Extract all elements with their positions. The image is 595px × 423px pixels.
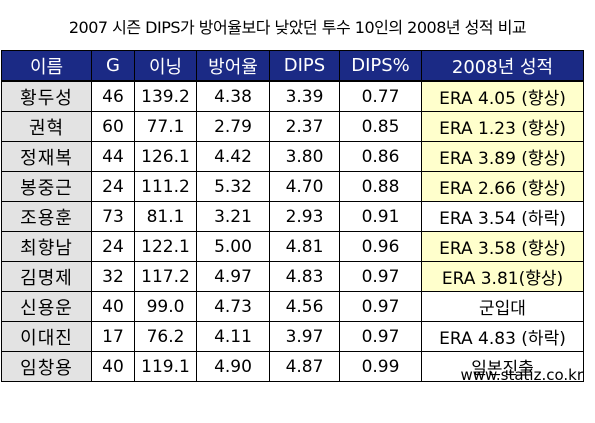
player-name-cell: 이대진 xyxy=(1,321,92,352)
player-name-cell: 신용운 xyxy=(1,291,92,322)
player-name-cell: 조용훈 xyxy=(1,201,92,232)
dips-pct-cell: 0.77 xyxy=(339,80,422,112)
dips-cell: 2.37 xyxy=(269,111,340,142)
era-cell: 4.11 xyxy=(196,321,270,352)
innings-cell: 117.2 xyxy=(134,261,197,292)
innings-cell: 139.2 xyxy=(134,80,197,112)
era-cell: 3.21 xyxy=(196,201,270,232)
innings-cell: 122.1 xyxy=(134,231,197,262)
player-name-cell: 황두성 xyxy=(1,80,92,112)
games-cell: 32 xyxy=(91,261,135,292)
result-2008-cell: ERA 4.05 (향상) xyxy=(421,80,584,112)
dips-pct-cell: 0.97 xyxy=(339,321,422,352)
table-row: 권혁 60 77.1 2.79 2.37 0.85 ERA 1.23 (향상) xyxy=(1,111,584,142)
games-cell: 60 xyxy=(91,111,135,142)
dips-pct-cell: 0.97 xyxy=(339,261,422,292)
era-cell: 5.00 xyxy=(196,231,270,262)
innings-cell: 119.1 xyxy=(134,351,197,382)
era-cell: 5.32 xyxy=(196,171,270,202)
dips-pct-cell: 0.85 xyxy=(339,111,422,142)
era-cell: 4.97 xyxy=(196,261,270,292)
pitcher-stats-table: 이름 G 이닝 방어율 DIPS DIPS% 2008년 성적 황두성 46 139… xyxy=(1,50,584,382)
dips-cell: 4.83 xyxy=(269,261,340,292)
table-row: 최향남 24 122.1 5.00 4.81 0.96 ERA 3.58 (향상) xyxy=(1,231,584,262)
table-row: 신용운 40 99.0 4.73 4.56 0.97 군입대 xyxy=(1,291,584,322)
dips-cell: 4.70 xyxy=(269,171,340,202)
player-name-cell: 봉중근 xyxy=(1,171,92,202)
era-cell: 4.38 xyxy=(196,80,270,112)
era-cell: 4.42 xyxy=(196,141,270,172)
table-row: 이대진 17 76.2 4.11 3.97 0.97 ERA 4.83 (하락) xyxy=(1,321,584,352)
table-header-row: 이름 G 이닝 방어율 DIPS DIPS% 2008년 성적 xyxy=(1,50,584,82)
dips-cell: 2.93 xyxy=(269,201,340,232)
games-cell: 73 xyxy=(91,201,135,232)
dips-cell: 4.81 xyxy=(269,231,340,262)
innings-cell: 76.2 xyxy=(134,321,197,352)
source-credit: www.statiz.co.kr xyxy=(460,366,583,384)
table-row: 정재복 44 126.1 4.42 3.80 0.86 ERA 3.89 (향상) xyxy=(1,141,584,172)
column-header-games: G xyxy=(91,50,135,82)
result-2008-cell: ERA 3.81(향상) xyxy=(421,261,584,292)
dips-pct-cell: 0.91 xyxy=(339,201,422,232)
dips-pct-cell: 0.86 xyxy=(339,141,422,172)
result-2008-cell: ERA 2.66 (향상) xyxy=(421,171,584,202)
dips-cell: 3.80 xyxy=(269,141,340,172)
table-row: 조용훈 73 81.1 3.21 2.93 0.91 ERA 3.54 (하락) xyxy=(1,201,584,232)
table-row: 봉중근 24 111.2 5.32 4.70 0.88 ERA 2.66 (향상) xyxy=(1,171,584,202)
column-header-dips-pct: DIPS% xyxy=(339,50,422,82)
dips-pct-cell: 0.96 xyxy=(339,231,422,262)
innings-cell: 81.1 xyxy=(134,201,197,232)
player-name-cell: 김명제 xyxy=(1,261,92,292)
column-header-2008-result: 2008년 성적 xyxy=(421,50,584,82)
page-title: 2007 시즌 DIPS가 방어율보다 낮았던 투수 10인의 2008년 성적… xyxy=(68,18,527,37)
dips-cell: 4.87 xyxy=(269,351,340,382)
column-header-innings: 이닝 xyxy=(134,50,197,82)
dips-cell: 3.39 xyxy=(269,80,340,112)
dips-cell: 4.56 xyxy=(269,291,340,322)
era-cell: 2.79 xyxy=(196,111,270,142)
games-cell: 46 xyxy=(91,80,135,112)
games-cell: 24 xyxy=(91,171,135,202)
column-header-dips: DIPS xyxy=(269,50,340,82)
games-cell: 24 xyxy=(91,231,135,262)
result-2008-cell: ERA 3.58 (향상) xyxy=(421,231,584,262)
result-2008-cell: 군입대 xyxy=(421,291,584,322)
games-cell: 44 xyxy=(91,141,135,172)
player-name-cell: 임창용 xyxy=(1,351,92,382)
column-header-era: 방어율 xyxy=(196,50,270,82)
innings-cell: 77.1 xyxy=(134,111,197,142)
era-cell: 4.90 xyxy=(196,351,270,382)
player-name-cell: 최향남 xyxy=(1,231,92,262)
games-cell: 40 xyxy=(91,351,135,382)
result-2008-cell: ERA 3.89 (향상) xyxy=(421,141,584,172)
dips-pct-cell: 0.88 xyxy=(339,171,422,202)
table-row: 임창용 40 119.1 4.90 4.87 0.99 일본진출 xyxy=(1,351,584,382)
games-cell: 17 xyxy=(91,321,135,352)
innings-cell: 126.1 xyxy=(134,141,197,172)
result-2008-cell: ERA 4.83 (하락) xyxy=(421,321,584,352)
innings-cell: 99.0 xyxy=(134,291,197,322)
player-name-cell: 정재복 xyxy=(1,141,92,172)
games-cell: 40 xyxy=(91,291,135,322)
table-row: 김명제 32 117.2 4.97 4.83 0.97 ERA 3.81(향상) xyxy=(1,261,584,292)
dips-cell: 3.97 xyxy=(269,321,340,352)
dips-pct-cell: 0.99 xyxy=(339,351,422,382)
era-cell: 4.73 xyxy=(196,291,270,322)
result-2008-cell: 일본진출 xyxy=(421,351,584,382)
dips-pct-cell: 0.97 xyxy=(339,291,422,322)
result-2008-cell: ERA 3.54 (하락) xyxy=(421,201,584,232)
table-row: 황두성 46 139.2 4.38 3.39 0.77 ERA 4.05 (향상) xyxy=(1,80,584,112)
player-name-cell: 권혁 xyxy=(1,111,92,142)
table-body: 황두성 46 139.2 4.38 3.39 0.77 ERA 4.05 (향상) 권혁 60 7… xyxy=(1,80,584,382)
result-2008-cell: ERA 1.23 (향상) xyxy=(421,111,584,142)
innings-cell: 111.2 xyxy=(134,171,197,202)
column-header-name: 이름 xyxy=(1,50,92,82)
